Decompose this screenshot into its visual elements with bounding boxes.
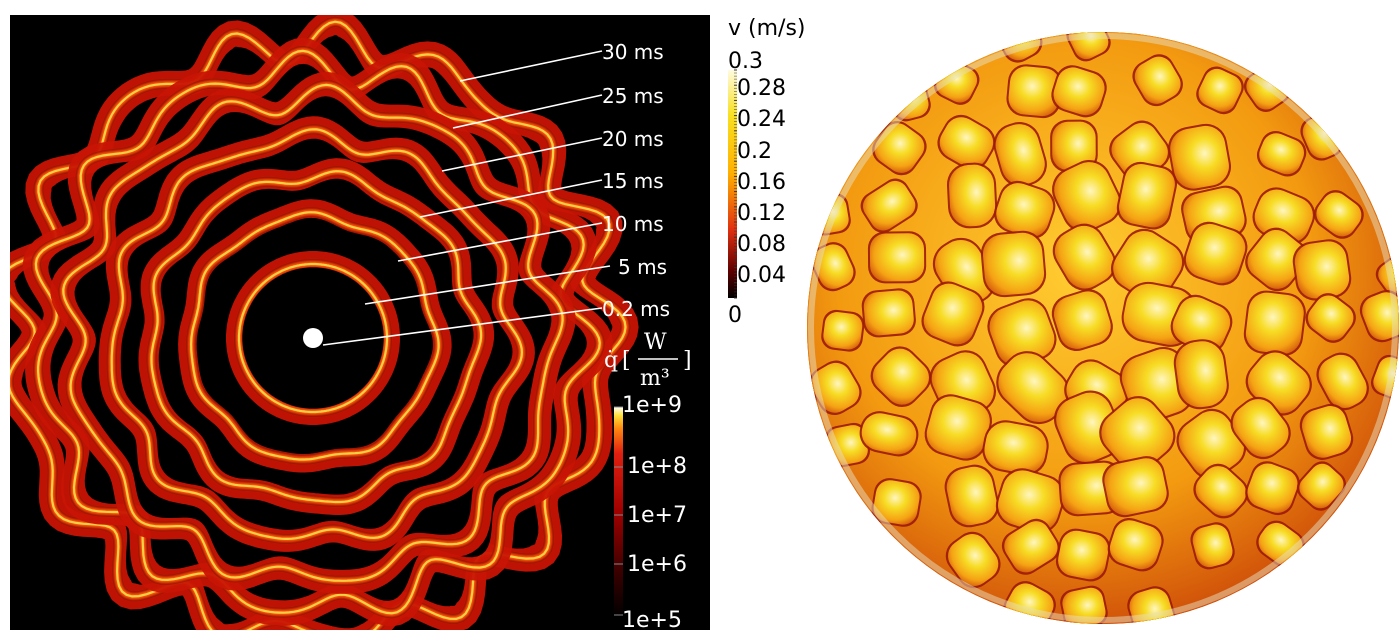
flame-front-panel: 30 ms 25 ms 20 ms 15 ms 10 ms 5 ms 0.2 m… [10, 15, 710, 630]
heat-release-tick-1e5: 1e+5 [622, 608, 682, 630]
heat-release-tick-1e7: 1e+7 [627, 503, 687, 528]
flame-cell [1055, 528, 1111, 582]
flame-cell [1099, 396, 1176, 473]
velocity-tick-0-08: 0.08 [737, 232, 786, 257]
velocity-tick-0-12: 0.12 [737, 201, 786, 226]
flame-cell [1170, 294, 1233, 354]
flame-surface-panel: v (m/s) 0.3 0.28 0.24 0.2 0.16 0.12 0.08… [710, 0, 1400, 630]
velocity-colorbar-title: v (m/s) [728, 16, 805, 41]
velocity-tick-0-24: 0.24 [737, 107, 786, 132]
flame-cell [1313, 190, 1364, 239]
flame-cell [867, 231, 927, 284]
time-label-leader [459, 50, 603, 82]
time-label-leader [452, 94, 603, 129]
flame-front-plot: 30 ms 25 ms 20 ms 15 ms 10 ms 5 ms 0.2 m… [10, 15, 692, 630]
flame-cell [860, 178, 918, 233]
time-label-leader [441, 137, 603, 172]
time-label-15ms: 15 ms [602, 169, 664, 193]
flame-cell [1051, 289, 1113, 352]
flame-cell [861, 288, 916, 338]
flame-cell [1107, 517, 1164, 572]
flame-cell [870, 346, 932, 407]
flame-cell [1230, 396, 1291, 460]
flame-cell [944, 464, 1000, 528]
velocity-tick-min: 0 [728, 303, 742, 328]
flame-surface-render: v (m/s) 0.3 0.28 0.24 0.2 0.16 0.12 0.08… [728, 16, 1399, 624]
velocity-tick-0-28: 0.28 [737, 76, 786, 101]
flame-cell [946, 162, 998, 229]
flame-cell [937, 114, 996, 171]
flame-cell [1183, 221, 1248, 286]
time-label-30ms: 30 ms [602, 40, 664, 64]
flame-cell [1190, 522, 1235, 570]
heat-release-tick-1e9: 1e+9 [622, 393, 682, 418]
flame-cell [1110, 228, 1185, 302]
flame-cell [1116, 161, 1178, 230]
velocity-tick-0-16: 0.16 [737, 170, 786, 195]
flame-cell [980, 230, 1047, 298]
heat-release-unit-numerator: W [644, 330, 667, 355]
flame-cell [982, 420, 1049, 476]
flame-cell [1173, 339, 1229, 410]
heat-release-symbol: q̇ [604, 348, 618, 373]
flame-cell [1316, 352, 1369, 411]
flame-rings [10, 15, 639, 630]
flame-cell [1102, 456, 1169, 518]
time-label-5ms: 5 ms [618, 255, 667, 279]
velocity-tick-0-04: 0.04 [737, 263, 786, 288]
flame-cell [1052, 159, 1122, 233]
flame-cell [1168, 123, 1232, 191]
heat-release-tick-1e8: 1e+8 [627, 454, 687, 479]
flame-cell [995, 468, 1066, 534]
flame-cell [994, 180, 1056, 240]
flame-cells [807, 32, 1399, 624]
flame-cell [1132, 54, 1183, 107]
velocity-tick-0-2: 0.2 [737, 139, 772, 164]
flame-cell [1001, 518, 1060, 575]
time-label-10ms: 10 ms [602, 212, 664, 236]
flame-cell [1256, 130, 1307, 177]
time-label-20ms: 20 ms [602, 127, 664, 151]
heat-release-unit-denominator: m³ [640, 366, 670, 391]
flame-cell [1292, 239, 1352, 301]
flame-cell [945, 531, 1001, 589]
flame-cell [1245, 227, 1309, 292]
heat-release-colorbar [614, 407, 623, 617]
flame-cell [871, 478, 922, 527]
flame-cell [1305, 293, 1356, 343]
time-label-25ms: 25 ms [602, 84, 664, 108]
flame-cell [1196, 66, 1244, 115]
flame-cell [996, 351, 1070, 425]
time-label-leaders [322, 50, 611, 346]
flame-cell [1006, 64, 1063, 119]
velocity-colorbar-ticks [734, 69, 737, 299]
flame-cell [1299, 403, 1354, 460]
velocity-tick-max: 0.3 [728, 49, 763, 74]
time-label-leader [322, 307, 603, 346]
flame-cell [924, 394, 993, 461]
flame-cell [1176, 408, 1247, 480]
flame-cell [1296, 461, 1346, 511]
time-label-0-2ms: 0.2 ms [602, 297, 670, 321]
flame-cell [1243, 290, 1306, 357]
time-label-leader [364, 265, 611, 305]
flame-cell [987, 298, 1057, 368]
heat-release-tick-1e6: 1e+6 [627, 552, 687, 577]
heat-release-bracket-open: [ [622, 348, 631, 373]
flame-cell [1052, 223, 1117, 291]
time-label-leader [419, 179, 603, 218]
flame-cell [1193, 463, 1249, 519]
ignition-kernel [303, 328, 323, 348]
flame-cell [1051, 65, 1107, 118]
time-label-leader [397, 222, 603, 262]
flame-cell [993, 122, 1047, 187]
flame-cell [921, 281, 985, 347]
heat-release-bracket-close: ] [683, 348, 692, 373]
velocity-colorbar [728, 70, 737, 298]
flame-cell [821, 309, 865, 352]
flame-cell [859, 411, 919, 457]
heat-release-colorbar-ticks [614, 406, 623, 616]
flame-cell [1050, 119, 1098, 173]
flame-cell [1245, 461, 1300, 516]
